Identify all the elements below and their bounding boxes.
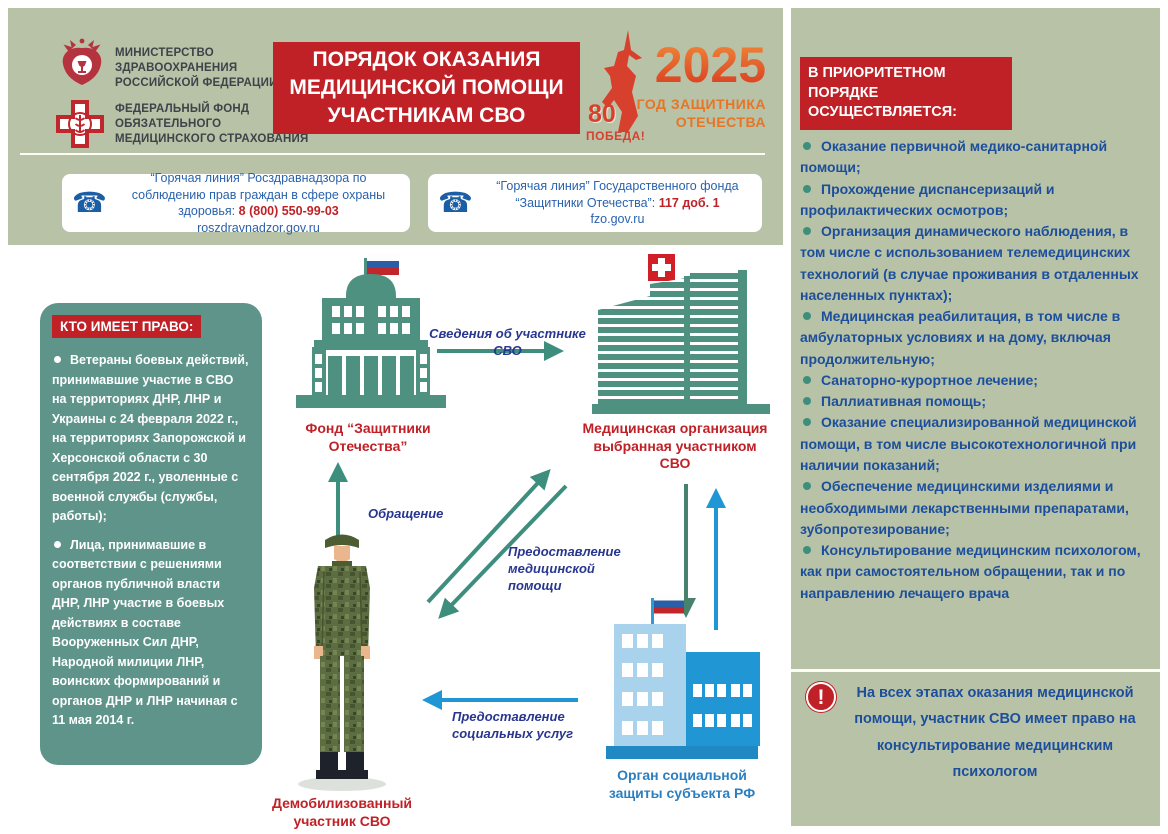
priority-item: Организация динамического наблюдения, в … — [800, 223, 1139, 303]
bullet-icon — [54, 356, 61, 363]
header-divider — [20, 153, 765, 155]
arrow-medhelp-to-soldier — [438, 484, 568, 619]
hotline-phone: 8 (800) 550-99-03 — [238, 204, 339, 218]
title-line: ПОРЯДОК ОКАЗАНИЯ — [312, 48, 541, 72]
priority-item: Обеспечение медицинскими изделиями и нео… — [800, 478, 1129, 537]
priority-item: Оказание специализированной медицинской … — [800, 414, 1137, 473]
phone-icon: ☎ — [438, 187, 473, 218]
bullet-icon — [803, 546, 811, 555]
bullet-icon — [803, 312, 811, 321]
eligibility-item: Ветераны боевых действий, принимавшие уч… — [52, 353, 249, 523]
ministry-emblem-icon — [62, 38, 102, 85]
social-label: Орган социальной защиты субъекта РФ — [608, 767, 756, 801]
eligibility-title: КТО ИМЕЕТ ПРАВО: — [52, 315, 202, 338]
phone-icon: ☎ — [72, 187, 107, 218]
priority-title: В ПРИОРИТЕТНОМ ПОРЯДКЕ ОСУЩЕСТВЛЯЕТСЯ: — [800, 57, 1012, 130]
poster-title: ПОРЯДОК ОКАЗАНИЯ МЕДИЦИНСКОЙ ПОМОЩИ УЧАС… — [273, 42, 580, 134]
hotline-description: “Горячая линия” Росздравнадзора по соблю… — [131, 171, 386, 218]
priority-item: Медицинская реабилитация, в том числе в … — [800, 308, 1121, 367]
priority-item: Оказание первичной медико-санитарной пом… — [800, 138, 1108, 176]
oms-cross-icon — [56, 100, 104, 148]
bullet-icon — [803, 375, 811, 384]
fond-label: Фонд “Защитники Отечества” — [305, 420, 431, 454]
ministry-name: МИНИСТЕРСТВО ЗДРАВООХРАНЕНИЯ РОССИЙСКОЙ … — [115, 46, 278, 91]
priority-item: Прохождение диспансеризаций и профилакти… — [800, 180, 1055, 218]
bullet-icon — [803, 184, 811, 193]
edge-label-socialserv: Предоставление социальных услуг — [452, 709, 574, 741]
eligibility-box: КТО ИМЕЕТ ПРАВО: Ветераны боевых действи… — [40, 303, 262, 765]
hotline-phone: 117 доб. 1 — [658, 195, 720, 210]
year-2025: 2025 — [648, 36, 766, 94]
hotline-defenders-fund: ☎ “Горячая линия” Государственного фонда… — [428, 174, 762, 232]
bullet-icon — [803, 397, 811, 406]
hotline-text: “Горячая линия” Государственного фонда “… — [481, 178, 754, 228]
hotline-site: fzo.gov.ru — [590, 212, 645, 227]
oms-line: ОБЯЗАТЕЛЬНОГО — [115, 117, 222, 130]
eligibility-list: Ветераны боевых действий, принимавшие уч… — [52, 351, 250, 731]
hotline-description: “Горячая линия” Государственного фонда “… — [496, 179, 739, 210]
bullet-icon — [54, 540, 61, 548]
bullet-icon — [803, 142, 811, 150]
psychologist-note: На всех этапах оказания медицинской помо… — [854, 685, 1136, 781]
bullet-icon — [803, 418, 811, 427]
right-divider — [791, 669, 1160, 672]
motherland-statue-icon — [602, 30, 642, 132]
year-subtitle: ГОД ЗАЩИТНИКА — [636, 96, 766, 112]
soldier-label: Демобилизованный участник СВО — [271, 795, 413, 829]
right-panel — [791, 8, 1160, 826]
hotline-roszdravnadzor: ☎ “Горячая линия” Росздравнадзора по соб… — [62, 171, 410, 235]
title-line: УЧАСТНИКАМ СВО — [327, 103, 526, 127]
soldier-figure — [298, 534, 386, 791]
hospital-building-icon — [592, 254, 770, 414]
edge-label-appeal: Обращение — [368, 506, 444, 521]
priority-list: Оказание первичной медико-санитарной пом… — [800, 136, 1156, 604]
edge-label-medhelp: Предоставление медицинской помощи — [508, 544, 621, 593]
priority-item: Паллиативная помощь; — [800, 391, 1156, 412]
bullet-icon — [803, 482, 811, 491]
bullet-icon — [803, 227, 811, 236]
title-line: МЕДИЦИНСКОЙ ПОМОЩИ — [289, 76, 564, 100]
eligibility-item: Лица, принимавшие в соответствии с решен… — [52, 537, 238, 728]
ministry-line: ЗДРАВООХРАНЕНИЯ — [115, 61, 238, 74]
oms-line: ФЕДЕРАЛЬНЫЙ ФОНД — [115, 103, 250, 115]
anniversary-80: 80 — [588, 100, 616, 128]
social-building-icon — [606, 594, 760, 759]
edge-label-info: Сведения об участнике СВО — [429, 326, 586, 358]
fond-building-icon — [296, 254, 446, 408]
hotline-text: “Горячая линия” Росздравнадзора по соблю… — [115, 170, 402, 236]
year-subtitle: ОТЕЧЕСТВА — [675, 114, 766, 130]
oms-fund-name: ФЕДЕРАЛЬНЫЙ ФОНД ОБЯЗАТЕЛЬНОГО МЕДИЦИНСК… — [115, 102, 308, 147]
russian-flag-icon — [654, 594, 684, 614]
priority-item: Консультирование медицинским психологом,… — [800, 542, 1141, 601]
ministry-line: МИНИСТЕРСТВО — [115, 47, 214, 59]
victory-label: ПОБЕДА! — [586, 129, 646, 143]
russian-flag-icon — [367, 254, 399, 275]
oms-line: МЕДИЦИНСКОГО СТРАХОВАНИЯ — [115, 132, 309, 145]
priority-item: Санаторно-курортное лечение; — [800, 370, 1156, 391]
ministry-line: РОССИЙСКОЙ ФЕДЕРАЦИИ — [115, 76, 278, 89]
arrow-appeal-to-med — [426, 469, 551, 604]
hotline-site: roszdravnadzor.gov.ru — [197, 220, 320, 235]
exclamation-icon: ! — [806, 682, 836, 712]
hospital-label: Медицинская организация выбранная участн… — [582, 420, 768, 471]
